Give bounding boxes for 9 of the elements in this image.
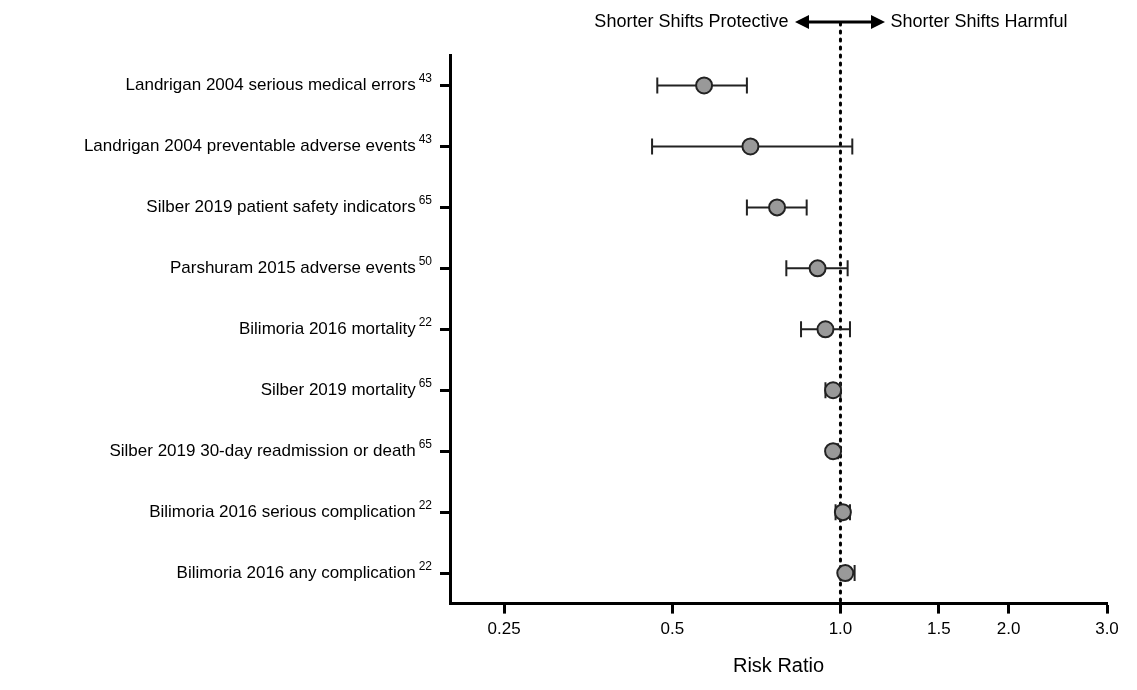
x-tick-label: 2.0 [996, 619, 1021, 639]
x-axis-title: Risk Ratio [732, 653, 825, 676]
x-tick-label: 0.5 [660, 619, 685, 639]
text: Shorter Shifts Harmful [890, 10, 1068, 31]
x-tick-label: 0.25 [487, 619, 521, 639]
x-tick-label: 1.0 [828, 619, 853, 639]
x-tick-label: 3.0 [1095, 619, 1119, 639]
text: Shorter Shifts Protective [594, 10, 789, 31]
x-tick-label: 1.5 [927, 619, 951, 639]
